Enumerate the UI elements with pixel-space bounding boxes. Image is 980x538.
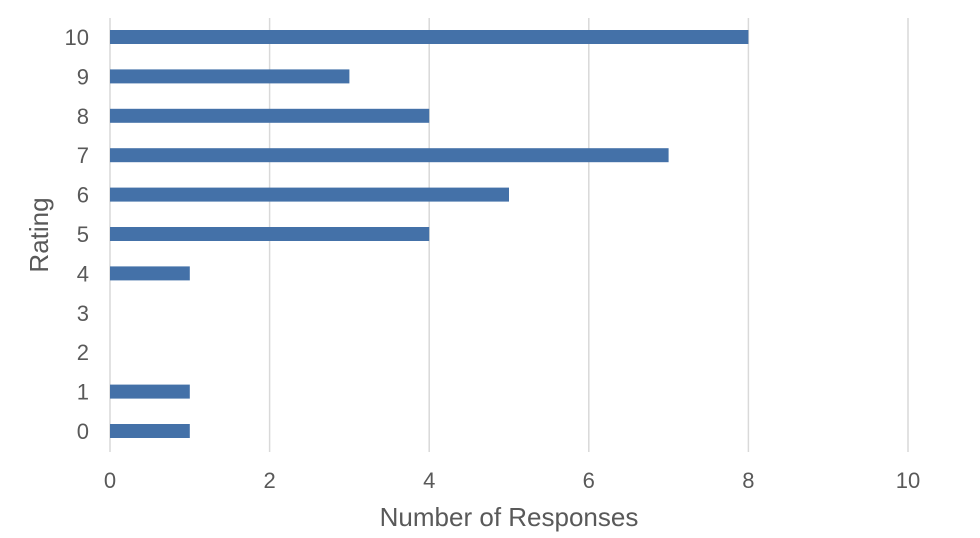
bar-rating-5	[110, 227, 430, 241]
y-tick-label: 5	[77, 222, 89, 247]
bars	[110, 30, 749, 438]
x-tick-label: 6	[583, 468, 595, 493]
bar-rating-9	[110, 69, 350, 84]
y-tick-label: 10	[65, 25, 89, 50]
y-tick-label: 0	[77, 419, 89, 444]
bar-rating-7	[110, 148, 669, 163]
y-tick-label: 1	[77, 380, 89, 405]
x-axis-tick-labels: 0 2 4 6 8 10	[104, 468, 920, 493]
y-tick-label: 2	[77, 340, 89, 365]
y-tick-label: 3	[77, 301, 89, 326]
y-tick-label: 4	[77, 261, 89, 286]
x-axis-title: Number of Responses	[380, 502, 639, 532]
bar-rating-6	[110, 187, 509, 202]
bar-rating-4	[110, 266, 190, 281]
x-tick-label: 0	[104, 468, 116, 493]
y-tick-label: 7	[77, 143, 89, 168]
bar-rating-0	[110, 424, 190, 438]
bar-rating-1	[110, 384, 190, 399]
y-tick-label: 9	[77, 64, 89, 89]
y-tick-label: 8	[77, 104, 89, 129]
x-tick-label: 10	[896, 468, 920, 493]
bar-rating-8	[110, 108, 430, 123]
x-tick-label: 8	[742, 468, 754, 493]
bar-rating-10	[110, 30, 749, 44]
x-tick-label: 4	[423, 468, 435, 493]
x-tick-label: 2	[263, 468, 275, 493]
y-tick-label: 6	[77, 183, 89, 208]
y-axis-title: Rating	[24, 197, 54, 272]
